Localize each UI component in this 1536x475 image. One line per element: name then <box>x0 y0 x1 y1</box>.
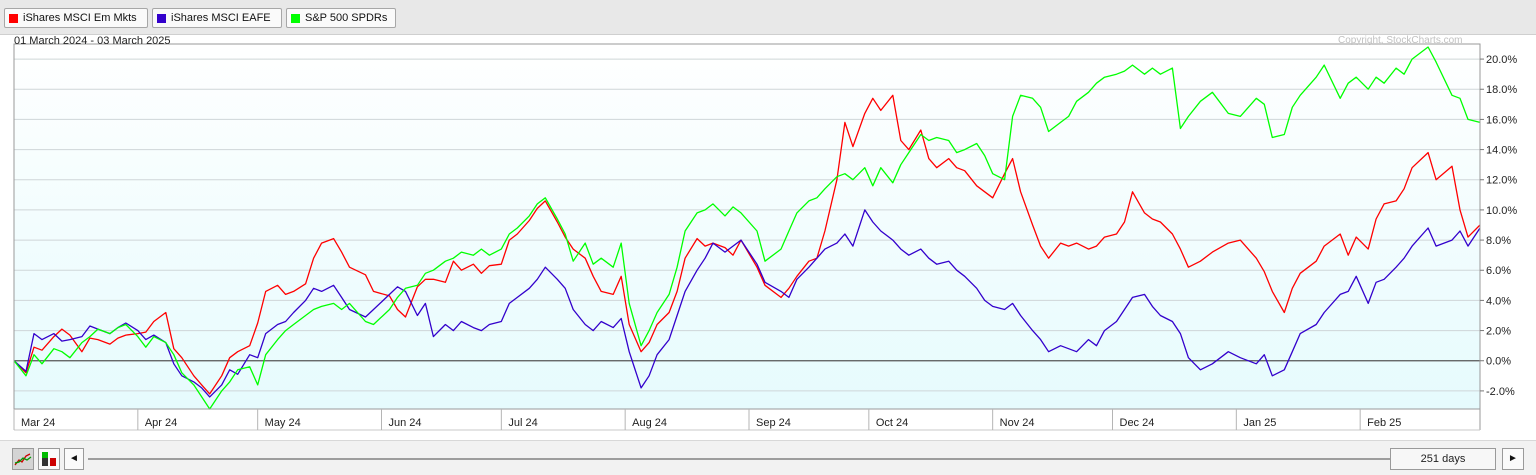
y-tick-label: 14.0% <box>1486 145 1517 157</box>
legend-item-spdrs[interactable]: S&P 500 SPDRs <box>286 8 396 28</box>
legend-item-em-mkts[interactable]: iShares MSCI Em Mkts <box>4 8 148 28</box>
x-tick-label: Dec 24 <box>1120 417 1155 429</box>
days-range-handle[interactable]: 251 days <box>1390 448 1496 470</box>
y-tick-label: 18.0% <box>1486 84 1517 96</box>
controls-bar: ◄ 251 days ► <box>0 440 1536 475</box>
y-tick-label: 4.0% <box>1486 295 1511 307</box>
legend-swatch-icon <box>291 13 300 23</box>
x-tick-label: May 24 <box>265 417 301 429</box>
y-tick-label: 16.0% <box>1486 114 1517 126</box>
series-line-2 <box>13 46 1481 410</box>
legend-bar: iShares MSCI Em Mkts iShares MSCI EAFE S… <box>0 0 1536 35</box>
legend-label: iShares MSCI EAFE <box>171 12 271 24</box>
date-range: 01 March 2024 - 03 March 2025 <box>14 35 171 47</box>
x-tick-label: Apr 24 <box>145 417 177 429</box>
copyright: Copyright, StockCharts.com <box>1338 35 1463 46</box>
x-tick-label: Sep 24 <box>756 417 791 429</box>
legend-swatch-icon <box>157 13 166 23</box>
bar-chart-icon <box>42 452 56 466</box>
scroll-left-button[interactable]: ◄ <box>64 448 84 470</box>
y-tick-label: 2.0% <box>1486 326 1511 338</box>
series-line-1 <box>13 209 1481 398</box>
plot-area <box>14 44 1480 409</box>
y-tick-label: 20.0% <box>1486 54 1517 66</box>
legend-label: iShares MSCI Em Mkts <box>23 12 137 24</box>
y-tick-label: 6.0% <box>1486 265 1511 277</box>
scroll-right-button[interactable]: ► <box>1502 448 1524 470</box>
x-tick-label: Feb 25 <box>1367 417 1401 429</box>
y-tick-label: -2.0% <box>1486 386 1515 398</box>
legend-label: S&P 500 SPDRs <box>305 12 388 24</box>
legend-item-eafe[interactable]: iShares MSCI EAFE <box>152 8 282 28</box>
line-chart-icon <box>14 453 32 466</box>
y-tick-label: 8.0% <box>1486 235 1511 247</box>
legend-swatch-icon <box>9 13 18 23</box>
x-tick-label: Jun 24 <box>388 417 421 429</box>
x-tick-label: Aug 24 <box>632 417 667 429</box>
x-tick-label: Jul 24 <box>508 417 537 429</box>
x-tick-label: Nov 24 <box>1000 417 1035 429</box>
line-chart-button[interactable] <box>12 448 34 470</box>
series-line-0 <box>13 94 1481 395</box>
x-tick-label: Oct 24 <box>876 417 908 429</box>
y-tick-label: 12.0% <box>1486 175 1517 187</box>
performance-chart: -2.0% 0.0% 2.0% 4.0% 6.0% 8.0% 10.0% 12.0% 14.0%… <box>13 43 1517 431</box>
y-tick-label: 0.0% <box>1486 356 1511 368</box>
scroll-track[interactable] <box>88 458 1390 460</box>
x-tick-label: Jan 25 <box>1243 417 1276 429</box>
x-tick-label: Mar 24 <box>21 417 55 429</box>
bar-chart-button[interactable] <box>38 448 60 470</box>
y-tick-label: 10.0% <box>1486 205 1517 217</box>
